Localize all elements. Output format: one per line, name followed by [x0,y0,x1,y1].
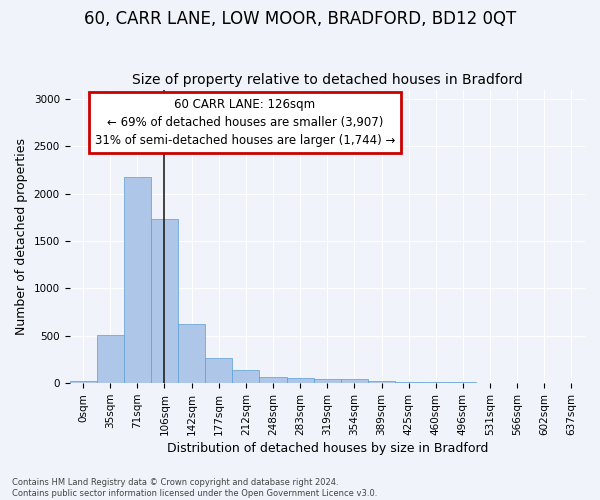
Bar [314,379,341,383]
Bar [368,382,395,383]
Text: Contains HM Land Registry data © Crown copyright and database right 2024.
Contai: Contains HM Land Registry data © Crown c… [12,478,377,498]
Title: Size of property relative to detached houses in Bradford: Size of property relative to detached ho… [132,73,523,87]
Bar [287,378,314,383]
Bar [124,177,151,383]
Bar [449,382,476,383]
Bar [259,376,287,383]
Bar [70,381,97,383]
Bar [178,324,205,383]
Y-axis label: Number of detached properties: Number of detached properties [15,138,28,335]
Bar [205,358,232,383]
Bar [232,370,259,383]
Bar [151,220,178,383]
Text: 60 CARR LANE: 126sqm
← 69% of detached houses are smaller (3,907)
31% of semi-de: 60 CARR LANE: 126sqm ← 69% of detached h… [95,98,395,148]
Bar [97,335,124,383]
Bar [341,380,368,383]
Text: 60, CARR LANE, LOW MOOR, BRADFORD, BD12 0QT: 60, CARR LANE, LOW MOOR, BRADFORD, BD12 … [84,10,516,28]
Bar [422,382,449,383]
X-axis label: Distribution of detached houses by size in Bradford: Distribution of detached houses by size … [167,442,488,455]
Bar [395,382,422,383]
